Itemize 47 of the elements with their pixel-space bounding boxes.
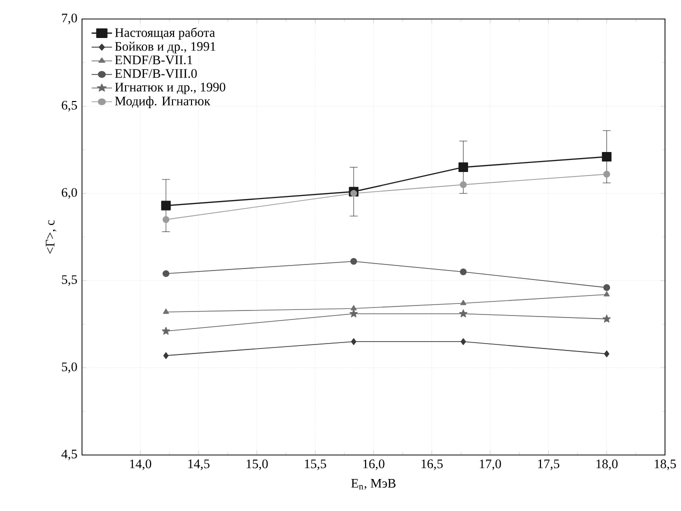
x-tick-label: 16,5 xyxy=(422,460,443,470)
legend-label: ENDF/B-VII.1 xyxy=(114,56,192,64)
point xyxy=(460,268,467,276)
x-tick-label: 14,5 xyxy=(188,460,210,470)
point xyxy=(350,305,357,310)
point xyxy=(604,350,610,358)
x-tick-label: 14,0 xyxy=(130,460,152,470)
point xyxy=(162,326,170,335)
point xyxy=(350,190,358,197)
point xyxy=(603,170,610,178)
point xyxy=(162,308,169,314)
point xyxy=(351,338,356,346)
x-tick-label: 18,0 xyxy=(596,460,618,470)
y-tick-label: 5,5 xyxy=(62,275,77,286)
point xyxy=(460,338,466,346)
legend-label: ENDF/B-VIII.0 xyxy=(114,69,197,78)
legend-label: Модиф. Игнатюк xyxy=(114,96,210,108)
point xyxy=(162,270,170,278)
point xyxy=(602,314,611,323)
y-tick-label: 5,0 xyxy=(62,362,77,374)
point xyxy=(350,309,358,318)
x-tick-label: 17,0 xyxy=(480,460,501,470)
point xyxy=(163,352,169,359)
x-tick-label: 15,0 xyxy=(246,460,268,470)
x-tick-label: 18,5 xyxy=(654,460,676,470)
point xyxy=(460,300,466,306)
point xyxy=(602,152,612,162)
x-tick-label: 17,5 xyxy=(538,460,560,470)
legend-label: Настоящая работа xyxy=(114,28,215,40)
point xyxy=(161,200,171,210)
point xyxy=(604,291,610,296)
x-tick-label: 16,0 xyxy=(363,460,384,470)
legend-label: Игнатюк и др., 1990 xyxy=(114,82,226,94)
y-tick-label: 4,5 xyxy=(61,450,77,460)
y-axis-title: <Γ>, с xyxy=(46,220,56,254)
x-tick-label: 15,5 xyxy=(304,460,326,470)
point xyxy=(603,284,610,291)
legend-label: Бойков и др., 1991 xyxy=(114,42,216,54)
point xyxy=(460,181,467,188)
point xyxy=(458,162,468,172)
y-tick-label: 6,0 xyxy=(62,188,77,199)
y-tick-label: 6,5 xyxy=(62,100,77,112)
x-axis-title: E$_{n}$, МэВ xyxy=(351,479,396,490)
point xyxy=(459,309,468,318)
point xyxy=(162,216,170,223)
y-tick-label: 7,0 xyxy=(62,14,77,24)
point xyxy=(350,258,358,265)
